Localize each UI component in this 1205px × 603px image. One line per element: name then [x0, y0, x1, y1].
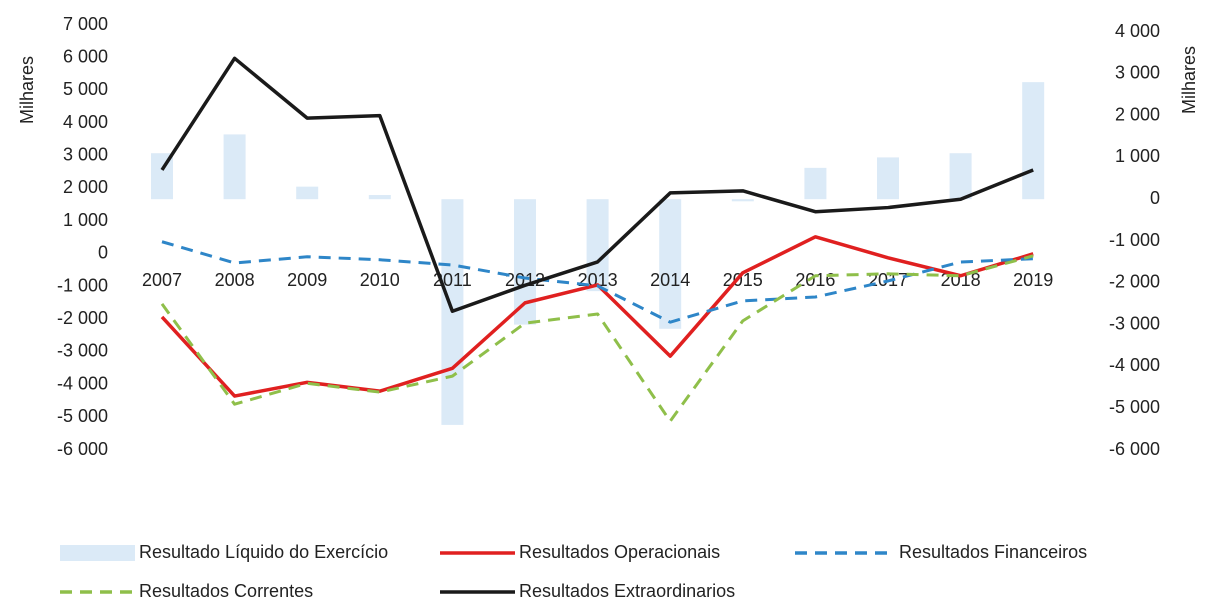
y-tick-label: -4 000 — [57, 373, 108, 393]
line — [161, 240, 1034, 324]
y-tick-label: -3 000 — [57, 341, 108, 361]
y-axis-label: Milhares — [17, 56, 37, 124]
legend-label: Resultados Extraordinarios — [519, 581, 735, 601]
x-tick-label: 2016 — [795, 270, 835, 290]
bar — [296, 186, 319, 200]
y-tick-label: 6 000 — [63, 46, 108, 66]
y2-tick-label: -3 000 — [1109, 313, 1160, 333]
y-tick-label: -2 000 — [57, 308, 108, 328]
bar — [1022, 82, 1045, 200]
legend-label: Resultados Correntes — [139, 581, 313, 601]
bar — [368, 195, 391, 200]
y2-tick-label: 0 — [1150, 188, 1160, 208]
bar — [514, 199, 536, 325]
y2-tick-label: -5 000 — [1109, 397, 1160, 417]
y2-tick-label: -6 000 — [1109, 439, 1160, 459]
bar — [151, 153, 173, 200]
bar — [586, 199, 609, 292]
legend-label: Resultados Operacionais — [519, 542, 720, 562]
x-tick-label: 2019 — [1013, 270, 1053, 290]
y-tick-label: -1 000 — [57, 275, 108, 295]
x-tick-label: 2009 — [287, 270, 327, 290]
x-tick-label: 2008 — [215, 270, 255, 290]
y2-tick-label: 2 000 — [1115, 104, 1160, 124]
line — [160, 254, 1034, 423]
bar — [877, 157, 899, 200]
bar — [731, 199, 754, 202]
y-tick-label: 3 000 — [63, 145, 108, 165]
y2-tick-label: 1 000 — [1115, 146, 1160, 166]
y-tick-label: 1 000 — [63, 210, 108, 230]
x-tick-label: 2014 — [650, 270, 690, 290]
legend-swatch — [60, 545, 135, 561]
x-tick-label: 2010 — [360, 270, 400, 290]
y2-tick-label: -1 000 — [1109, 230, 1160, 250]
bar — [223, 134, 246, 200]
legend-label: Resultado Líquido do Exercício — [139, 542, 388, 562]
y2-tick-label: 3 000 — [1115, 63, 1160, 83]
y-tick-label: 5 000 — [63, 79, 108, 99]
y2-tick-label: -2 000 — [1109, 272, 1160, 292]
y-tick-label: 4 000 — [63, 112, 108, 132]
y2-axis-label: Milhares — [1179, 46, 1199, 114]
bar — [949, 153, 972, 200]
bar — [659, 199, 682, 329]
y2-tick-label: -4 000 — [1109, 355, 1160, 375]
y-tick-label: -5 000 — [57, 406, 108, 426]
x-tick-label: 2012 — [505, 270, 545, 290]
y-tick-label: -6 000 — [57, 439, 108, 459]
legend-label: Resultados Financeiros — [899, 542, 1087, 562]
y2-tick-label: 4 000 — [1115, 21, 1160, 41]
y-tick-label: 2 000 — [63, 177, 108, 197]
x-tick-label: 2007 — [142, 270, 182, 290]
line — [160, 56, 1034, 313]
y-tick-label: 7 000 — [63, 14, 108, 34]
y-tick-label: 0 — [98, 243, 108, 263]
bar — [804, 167, 827, 200]
